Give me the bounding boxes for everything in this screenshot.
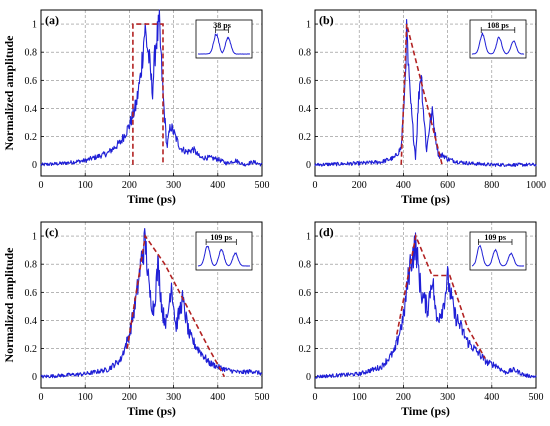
x-tick-label: 100 (78, 180, 93, 191)
y-tick-label: 0 (306, 160, 311, 171)
x-tick-label: 200 (122, 392, 137, 403)
x-tick-label: 600 (440, 180, 455, 191)
x-tick-label: 200 (352, 180, 367, 191)
y-tick-label: 0.4 (299, 104, 312, 115)
y-axis-label: Normalized amplitude (2, 35, 16, 151)
x-tick-label: 0 (313, 180, 318, 191)
y-axis-label: Normalized amplitude (2, 247, 16, 363)
y-tick-label: 0 (306, 372, 311, 383)
y-tick-label: 1 (306, 20, 311, 31)
inset-signal (197, 245, 251, 267)
x-axis-label: Time (ps) (401, 192, 450, 206)
x-tick-label: 400 (396, 180, 411, 191)
plot-frame (40, 9, 263, 177)
y-tick-label: 0.4 (25, 316, 38, 327)
y-tick-label: 0.8 (25, 260, 38, 271)
envelope-line (126, 234, 226, 378)
y-tick-label: 1 (32, 20, 37, 31)
envelope-line (132, 23, 164, 165)
envelope-line (400, 23, 443, 165)
panel-label: (d) (319, 225, 334, 239)
x-tick-label: 0 (313, 392, 318, 403)
x-axis-label: Time (ps) (127, 192, 176, 206)
x-tick-label: 400 (210, 392, 225, 403)
panel-label: (c) (45, 225, 58, 239)
y-tick-label: 0.6 (25, 288, 38, 299)
x-tick-label: 300 (166, 392, 181, 403)
envelope-line (396, 233, 486, 359)
inset-signal (471, 32, 525, 55)
panel-2: 0 200 400 600 800 1000 0 0.2 0.4 0.6 0.8 1 (b) Time (… (299, 9, 546, 206)
y-tick-label: 0.2 (25, 344, 38, 355)
y-tick-label: 0.8 (25, 48, 38, 59)
x-tick-label: 200 (396, 392, 411, 403)
y-tick-label: 0.8 (299, 48, 312, 59)
y-tick-label: 0 (32, 160, 37, 171)
x-tick-label: 100 (352, 392, 367, 403)
panel-label: (b) (319, 13, 334, 27)
y-tick-label: 0.4 (25, 104, 38, 115)
x-tick-label: 100 (78, 392, 93, 403)
x-tick-label: 0 (39, 180, 44, 191)
panel-4: 0 100 200 300 400 500 0 0.2 0.4 0.6 0.8 1 (d) Time (p… (299, 221, 544, 418)
inset-label: 108 ps (487, 21, 509, 30)
inset-label: 109 ps (484, 233, 506, 242)
x-tick-label: 300 (166, 180, 181, 191)
signal-line (40, 228, 263, 379)
y-tick-label: 0.2 (25, 132, 38, 143)
y-tick-label: 0.2 (299, 344, 312, 355)
x-tick-label: 400 (484, 392, 499, 403)
y-tick-label: 0.6 (25, 76, 38, 87)
x-tick-label: 800 (484, 180, 499, 191)
y-tick-label: 1 (32, 232, 37, 243)
inset-frame (195, 19, 253, 59)
plot-frame (314, 221, 537, 389)
y-tick-label: 0.6 (299, 288, 312, 299)
plot-frame (40, 221, 263, 389)
inset-frame (469, 231, 527, 271)
signal-line (40, 9, 263, 167)
signal-line (314, 18, 537, 167)
inset-signal (472, 244, 525, 267)
x-tick-label: 500 (255, 180, 270, 191)
panel-label: (a) (45, 13, 59, 27)
inset: 109 ps (195, 231, 253, 271)
x-tick-label: 0 (39, 392, 44, 403)
y-tick-label: 1 (306, 232, 311, 243)
inset-label: 38 ps (213, 21, 231, 30)
y-tick-label: 0.2 (299, 132, 312, 143)
signal-line (314, 232, 537, 379)
inset: 109 ps (469, 231, 527, 271)
x-tick-label: 400 (210, 180, 225, 191)
x-tick-label: 200 (122, 180, 137, 191)
x-tick-label: 300 (440, 392, 455, 403)
x-axis-label: Time (ps) (127, 404, 176, 418)
inset-label: 109 ps (210, 233, 232, 242)
panel-1: 0 100 200 300 400 500 0 0.2 0.4 0.6 0.8 1 (a) Time (p… (2, 9, 270, 206)
x-tick-label: 500 (255, 392, 270, 403)
inset: 38 ps (195, 19, 253, 59)
plot-frame (314, 9, 537, 177)
x-axis-label: Time (ps) (401, 404, 450, 418)
y-tick-label: 0.6 (299, 76, 312, 87)
x-tick-label: 500 (529, 392, 544, 403)
y-tick-label: 0 (32, 372, 37, 383)
panel-3: 0 100 200 300 400 500 0 0.2 0.4 0.6 0.8 1 (c) Time (p… (2, 221, 270, 418)
y-tick-label: 0.8 (299, 260, 312, 271)
y-tick-label: 0.4 (299, 316, 312, 327)
inset: 108 ps (469, 19, 527, 59)
x-tick-label: 1000 (526, 180, 546, 191)
inset-signal (197, 33, 251, 55)
